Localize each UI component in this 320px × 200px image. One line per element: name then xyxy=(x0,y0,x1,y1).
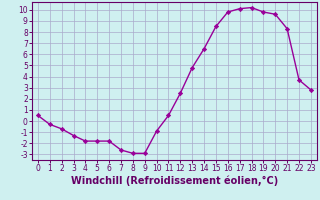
X-axis label: Windchill (Refroidissement éolien,°C): Windchill (Refroidissement éolien,°C) xyxy=(71,176,278,186)
